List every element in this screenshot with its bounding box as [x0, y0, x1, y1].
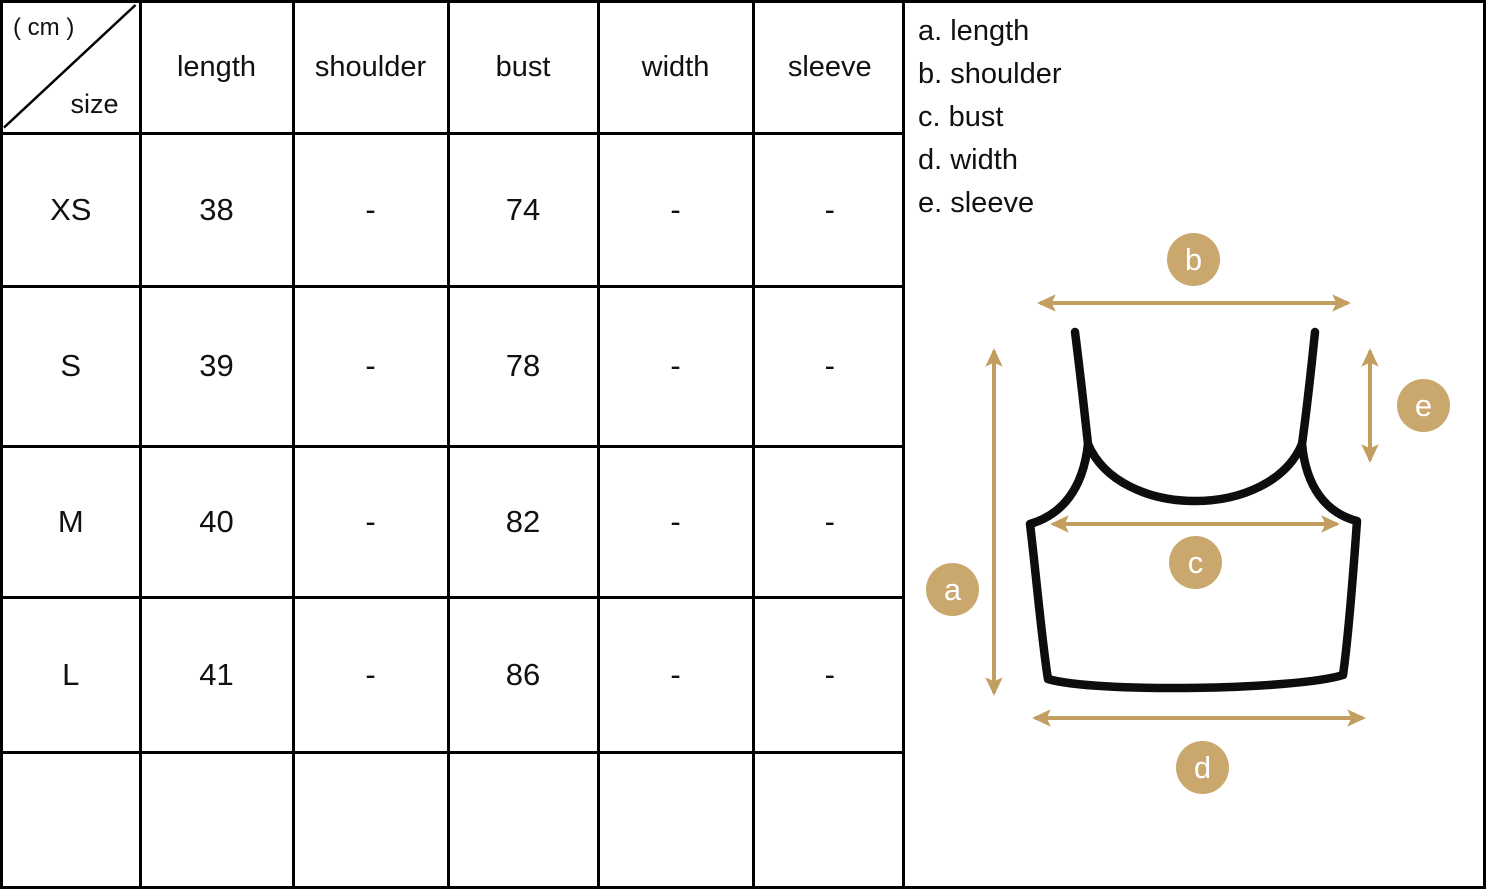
- value-cell: [138, 750, 295, 886]
- garment-neckline: [1083, 439, 1307, 506]
- size-table-region: ( cm ) size length shoulder bust width s…: [3, 3, 905, 886]
- value-cell: 41: [138, 595, 295, 754]
- unit-label: ( cm ): [13, 14, 75, 41]
- marker-d-letter: d: [1193, 750, 1212, 785]
- marker-e: e: [1397, 379, 1450, 432]
- value-cell: [446, 750, 600, 886]
- size-table: ( cm ) size length shoulder bust width s…: [3, 3, 905, 886]
- diagram-panel: a. length b. shoulder c. bust d. width e…: [905, 3, 1483, 886]
- marker-a-letter: a: [943, 572, 962, 607]
- legend-item-width: d. width: [918, 144, 1018, 176]
- size-cell: [3, 750, 142, 886]
- column-header-shoulder: shoulder: [291, 3, 450, 135]
- legend-item-shoulder: b. shoulder: [918, 58, 1062, 90]
- value-cell: 39: [138, 284, 295, 448]
- table-row-empty: [3, 750, 905, 886]
- marker-b-letter: b: [1184, 242, 1203, 277]
- corner-diagonal-line: [3, 4, 137, 129]
- legend-item-bust: c. bust: [918, 101, 1004, 133]
- value-cell: 82: [446, 444, 600, 599]
- marker-c: c: [1169, 536, 1222, 589]
- header-row: ( cm ) size length shoulder bust width s…: [3, 3, 905, 135]
- value-cell: 78: [446, 284, 600, 448]
- marker-d: d: [1176, 741, 1229, 794]
- garment-outline: [1025, 327, 1362, 693]
- value-cell: -: [751, 131, 905, 288]
- table-row-m: M 40 - 82 - -: [3, 444, 905, 599]
- table-row-l: L 41 - 86 - -: [3, 595, 905, 754]
- legend: a. length b. shoulder c. bust d. width e…: [918, 10, 1062, 225]
- marker-c-letter: c: [1187, 545, 1204, 580]
- value-cell: 86: [446, 595, 600, 754]
- value-cell: 40: [138, 444, 295, 599]
- value-cell: [596, 750, 755, 886]
- size-cell: S: [3, 284, 142, 448]
- value-cell: 38: [138, 131, 295, 288]
- value-cell: -: [751, 284, 905, 448]
- legend-item-sleeve: e. sleeve: [918, 187, 1035, 219]
- value-cell: -: [596, 595, 755, 754]
- value-cell: -: [291, 131, 450, 288]
- value-cell: 74: [446, 131, 600, 288]
- marker-a: a: [926, 563, 979, 616]
- value-cell: -: [291, 444, 450, 599]
- corner-size-label: size: [70, 88, 119, 119]
- value-cell: -: [596, 444, 755, 599]
- value-cell: -: [751, 444, 905, 599]
- table-row-s: S 39 - 78 - -: [3, 284, 905, 448]
- corner-cell: ( cm ) size: [3, 3, 142, 135]
- value-cell: -: [291, 284, 450, 448]
- legend-item-length: a. length: [918, 15, 1030, 47]
- garment-diagram: [985, 294, 1379, 727]
- marker-e-letter: e: [1414, 388, 1433, 423]
- table-row-xs: XS 38 - 74 - -: [3, 131, 905, 288]
- size-cell: L: [3, 595, 142, 754]
- value-cell: -: [596, 131, 755, 288]
- column-header-length: length: [138, 3, 295, 135]
- size-cell: XS: [3, 131, 142, 288]
- value-cell: [751, 750, 905, 886]
- column-header-width: width: [596, 3, 755, 135]
- size-cell: M: [3, 444, 142, 599]
- value-cell: [291, 750, 450, 886]
- marker-b: b: [1167, 233, 1220, 286]
- value-cell: -: [751, 595, 905, 754]
- value-cell: -: [291, 595, 450, 754]
- column-header-sleeve: sleeve: [751, 3, 905, 135]
- column-header-bust: bust: [446, 3, 600, 135]
- value-cell: -: [596, 284, 755, 448]
